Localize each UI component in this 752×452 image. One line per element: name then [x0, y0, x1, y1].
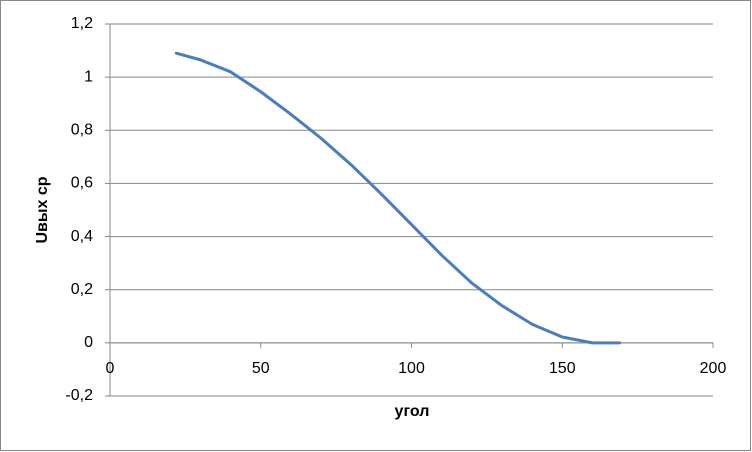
x-tick-label: 150 — [549, 360, 576, 377]
y-axis-title: Uвых ср — [34, 176, 51, 243]
x-tick-label: 0 — [106, 360, 115, 377]
y-tick-label: -0,2 — [65, 387, 93, 404]
x-tick-label: 200 — [700, 360, 727, 377]
y-tick-label: 0,6 — [71, 175, 93, 192]
y-tick-label: 0,8 — [71, 122, 93, 139]
y-tick-label: 1,2 — [71, 15, 93, 32]
x-tick-label: 100 — [398, 360, 425, 377]
y-tick-label: 0 — [84, 334, 93, 351]
x-axis-title: угол — [395, 403, 430, 420]
y-tick-label: 1 — [84, 68, 93, 85]
y-tick-label: 0,4 — [71, 228, 93, 245]
y-tick-label: 0,2 — [71, 281, 93, 298]
x-tick-label: 50 — [252, 360, 270, 377]
data-line — [174, 51, 622, 345]
